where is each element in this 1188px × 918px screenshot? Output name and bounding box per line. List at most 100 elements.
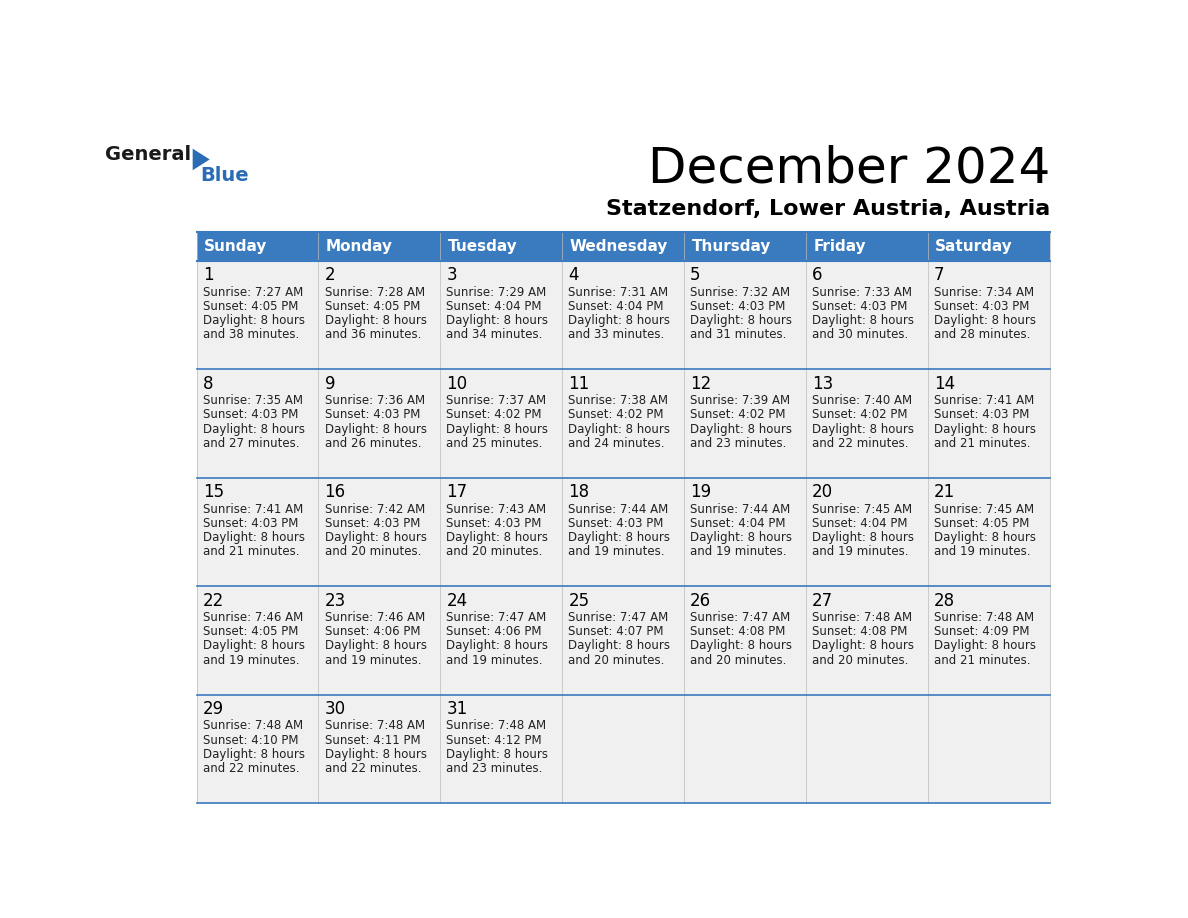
Text: 1: 1 [203,266,214,285]
Bar [196,478,318,587]
Text: Sunrise: 7:32 AM: Sunrise: 7:32 AM [690,285,790,298]
Text: and 21 minutes.: and 21 minutes. [934,654,1030,666]
Text: and 26 minutes.: and 26 minutes. [324,437,421,450]
Text: Statzendorf, Lower Austria, Austria: Statzendorf, Lower Austria, Austria [606,198,1050,218]
Bar [196,261,318,370]
Text: 18: 18 [568,483,589,501]
Bar [318,478,441,587]
Text: 6: 6 [813,266,822,285]
Bar [562,587,684,695]
Text: Sunrise: 7:44 AM: Sunrise: 7:44 AM [690,502,790,516]
Bar [928,695,1050,803]
Text: Daylight: 8 hours: Daylight: 8 hours [447,640,549,653]
Text: and 25 minutes.: and 25 minutes. [447,437,543,450]
Text: Sunset: 4:11 PM: Sunset: 4:11 PM [324,733,421,746]
Text: and 36 minutes.: and 36 minutes. [324,329,421,341]
Text: Daylight: 8 hours: Daylight: 8 hours [813,531,914,544]
Text: Sunrise: 7:29 AM: Sunrise: 7:29 AM [447,285,546,298]
Text: Sunset: 4:03 PM: Sunset: 4:03 PM [934,409,1029,421]
Bar [928,232,1050,261]
Text: Daylight: 8 hours: Daylight: 8 hours [568,640,670,653]
Text: Daylight: 8 hours: Daylight: 8 hours [813,314,914,327]
Text: Daylight: 8 hours: Daylight: 8 hours [324,314,426,327]
Text: Sunrise: 7:41 AM: Sunrise: 7:41 AM [203,502,303,516]
Text: Sunset: 4:12 PM: Sunset: 4:12 PM [447,733,542,746]
Text: Sunset: 4:02 PM: Sunset: 4:02 PM [813,409,908,421]
Bar [196,370,318,478]
Text: General: General [105,145,191,163]
Text: Daylight: 8 hours: Daylight: 8 hours [934,422,1036,436]
Text: Sunset: 4:03 PM: Sunset: 4:03 PM [203,517,298,530]
Bar [318,695,441,803]
Text: Wednesday: Wednesday [569,239,668,254]
Text: and 20 minutes.: and 20 minutes. [568,654,665,666]
Text: and 27 minutes.: and 27 minutes. [203,437,299,450]
Text: Blue: Blue [201,166,249,185]
Text: 28: 28 [934,592,955,610]
Text: Sunrise: 7:45 AM: Sunrise: 7:45 AM [813,502,912,516]
Text: Sunrise: 7:35 AM: Sunrise: 7:35 AM [203,394,303,408]
Text: and 19 minutes.: and 19 minutes. [813,545,909,558]
Text: Sunrise: 7:41 AM: Sunrise: 7:41 AM [934,394,1035,408]
Text: Daylight: 8 hours: Daylight: 8 hours [568,422,670,436]
Text: Daylight: 8 hours: Daylight: 8 hours [934,640,1036,653]
Text: Sunrise: 7:40 AM: Sunrise: 7:40 AM [813,394,912,408]
Text: Sunrise: 7:37 AM: Sunrise: 7:37 AM [447,394,546,408]
Text: and 38 minutes.: and 38 minutes. [203,329,299,341]
Bar [928,587,1050,695]
Text: 23: 23 [324,592,346,610]
Bar [441,695,562,803]
Text: Saturday: Saturday [935,239,1013,254]
Text: Daylight: 8 hours: Daylight: 8 hours [447,422,549,436]
Text: and 23 minutes.: and 23 minutes. [690,437,786,450]
Text: Sunrise: 7:39 AM: Sunrise: 7:39 AM [690,394,790,408]
Text: Daylight: 8 hours: Daylight: 8 hours [203,531,304,544]
Text: 25: 25 [568,592,589,610]
Text: Daylight: 8 hours: Daylight: 8 hours [324,748,426,761]
Text: Sunrise: 7:33 AM: Sunrise: 7:33 AM [813,285,912,298]
Bar [196,695,318,803]
Bar [196,232,318,261]
Text: Sunrise: 7:27 AM: Sunrise: 7:27 AM [203,285,303,298]
Bar [684,370,805,478]
Text: Sunrise: 7:45 AM: Sunrise: 7:45 AM [934,502,1034,516]
Text: Sunset: 4:03 PM: Sunset: 4:03 PM [324,517,419,530]
Text: and 20 minutes.: and 20 minutes. [690,654,786,666]
Text: and 24 minutes.: and 24 minutes. [568,437,665,450]
Text: 3: 3 [447,266,457,285]
Bar [805,232,928,261]
Text: Sunset: 4:02 PM: Sunset: 4:02 PM [447,409,542,421]
Text: Sunrise: 7:44 AM: Sunrise: 7:44 AM [568,502,669,516]
Text: 17: 17 [447,483,468,501]
Text: and 20 minutes.: and 20 minutes. [813,654,909,666]
Text: Sunset: 4:03 PM: Sunset: 4:03 PM [203,409,298,421]
Text: Sunset: 4:03 PM: Sunset: 4:03 PM [447,517,542,530]
Text: Daylight: 8 hours: Daylight: 8 hours [934,531,1036,544]
Text: Daylight: 8 hours: Daylight: 8 hours [447,531,549,544]
Polygon shape [192,149,210,170]
Bar [562,261,684,370]
Text: 30: 30 [324,700,346,718]
Text: Sunrise: 7:46 AM: Sunrise: 7:46 AM [203,611,303,624]
Bar [684,232,805,261]
Text: 10: 10 [447,375,468,393]
Text: and 30 minutes.: and 30 minutes. [813,329,909,341]
Text: Daylight: 8 hours: Daylight: 8 hours [203,748,304,761]
Text: Sunset: 4:05 PM: Sunset: 4:05 PM [203,300,298,313]
Text: 29: 29 [203,700,223,718]
Text: 12: 12 [690,375,712,393]
Text: Sunrise: 7:48 AM: Sunrise: 7:48 AM [813,611,912,624]
Bar [928,261,1050,370]
Text: 14: 14 [934,375,955,393]
Text: 4: 4 [568,266,579,285]
Bar [805,695,928,803]
Text: Sunrise: 7:48 AM: Sunrise: 7:48 AM [447,720,546,733]
Text: Monday: Monday [326,239,393,254]
Text: Sunrise: 7:38 AM: Sunrise: 7:38 AM [568,394,669,408]
Bar [805,478,928,587]
Text: Sunset: 4:07 PM: Sunset: 4:07 PM [568,625,664,638]
Text: Sunrise: 7:48 AM: Sunrise: 7:48 AM [324,720,424,733]
Bar [441,587,562,695]
Text: 8: 8 [203,375,213,393]
Text: Daylight: 8 hours: Daylight: 8 hours [203,640,304,653]
